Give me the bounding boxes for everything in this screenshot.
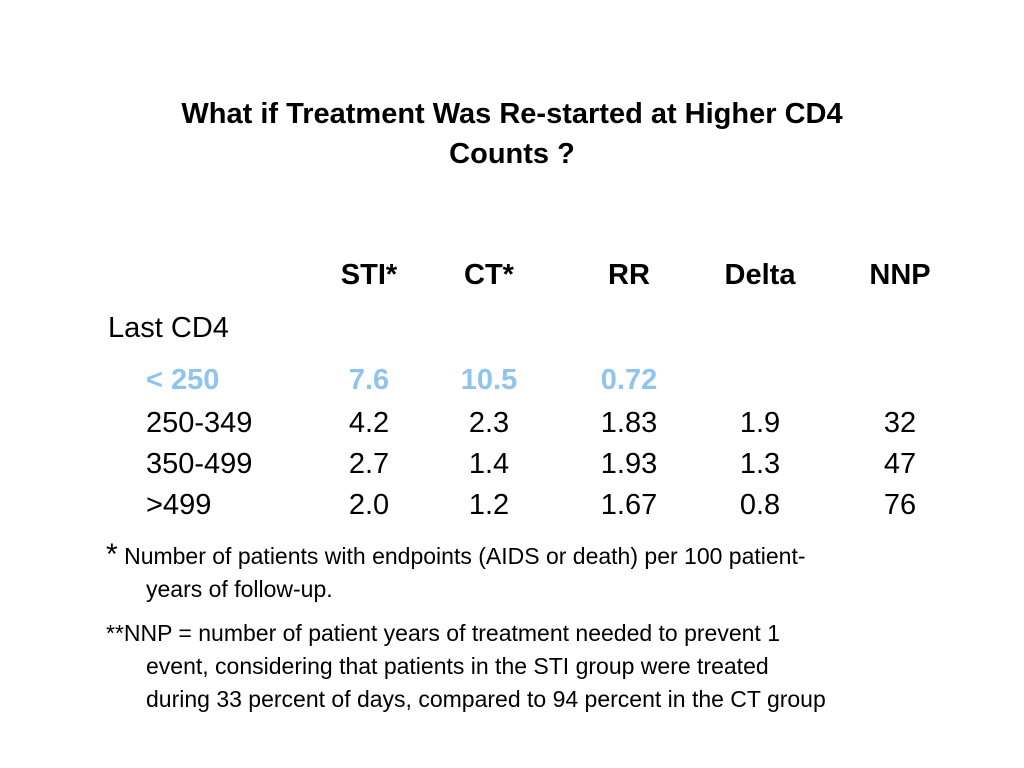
cell-cd4: < 250	[146, 364, 220, 396]
cell-sti: 7.6	[348, 364, 390, 396]
cell-ct: 10.5	[460, 364, 518, 396]
cell-cd4: >499	[146, 489, 212, 521]
row-group-label: Last CD4	[108, 312, 229, 344]
cell-delta: 1.9	[739, 407, 781, 439]
footnote-star-line-2: years of follow-up.	[146, 576, 333, 602]
cell-cd4: 250-349	[146, 407, 253, 439]
cell-rr: 1.93	[600, 448, 658, 480]
col-header-sti: STI*	[340, 259, 398, 291]
cell-rr: 0.72	[600, 364, 658, 396]
cell-rr: 1.83	[600, 407, 658, 439]
footnote-star-line-1: * Number of patients with endpoints (AID…	[106, 538, 1006, 573]
cell-sti: 2.0	[348, 489, 390, 521]
cell-nnp: 76	[883, 489, 917, 521]
cell-ct: 1.4	[468, 448, 510, 480]
cell-nnp: 32	[883, 407, 917, 439]
cell-delta: 0.8	[739, 489, 781, 521]
col-header-nnp: NNP	[869, 259, 931, 291]
cell-ct: 2.3	[468, 407, 510, 439]
footnote-star-text-1: Number of patients with endpoints (AIDS …	[117, 543, 806, 569]
cell-sti: 2.7	[348, 448, 390, 480]
col-header-rr: RR	[608, 259, 650, 291]
slide-title-line-1: What if Treatment Was Re-started at High…	[181, 98, 843, 130]
cell-rr: 1.67	[600, 489, 658, 521]
col-header-delta: Delta	[724, 259, 796, 291]
cell-cd4: 350-499	[146, 448, 253, 480]
footnote-nnp-line-3: during 33 percent of days, compared to 9…	[146, 686, 826, 712]
footnote-nnp: **NNP = number of patient years of treat…	[106, 617, 1006, 716]
cell-sti: 4.2	[348, 407, 390, 439]
footnote-star: * Number of patients with endpoints (AID…	[106, 538, 1006, 606]
asterisk-mark: *	[106, 538, 118, 571]
cell-nnp: 47	[883, 448, 917, 480]
footnote-nnp-line-1: **NNP = number of patient years of treat…	[106, 620, 781, 646]
slide-title: What if Treatment Was Re-started at High…	[112, 94, 912, 174]
slide-title-line-2: Counts ?	[449, 138, 575, 170]
col-header-ct: CT*	[464, 259, 514, 291]
cell-delta: 1.3	[739, 448, 781, 480]
footnote-nnp-line-2: event, considering that patients in the …	[146, 653, 769, 679]
cell-ct: 1.2	[468, 489, 510, 521]
